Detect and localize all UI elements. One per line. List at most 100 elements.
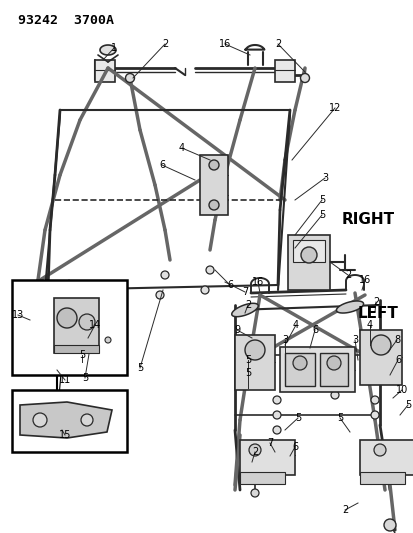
Text: 6: 6 [291, 442, 297, 452]
Text: 14: 14 [89, 320, 101, 330]
Text: 6: 6 [159, 160, 165, 170]
Text: 5: 5 [318, 195, 324, 205]
Text: 5: 5 [404, 400, 410, 410]
Bar [359, 472, 404, 484]
Circle shape [206, 266, 214, 274]
Circle shape [383, 519, 395, 531]
Circle shape [300, 247, 316, 263]
Circle shape [125, 74, 134, 83]
Polygon shape [336, 301, 363, 313]
Text: 2: 2 [344, 270, 350, 280]
Circle shape [370, 396, 378, 404]
Text: 2: 2 [244, 300, 251, 310]
Bar [199, 155, 228, 215]
Polygon shape [231, 303, 258, 317]
Circle shape [373, 444, 385, 456]
Circle shape [292, 356, 306, 370]
Text: 5: 5 [244, 355, 251, 365]
Polygon shape [274, 60, 294, 82]
Text: 8: 8 [393, 335, 399, 345]
Text: RIGHT: RIGHT [341, 213, 394, 228]
Text: LEFT: LEFT [357, 306, 398, 321]
Bar [30, 300, 85, 370]
Text: 15: 15 [59, 430, 71, 440]
Bar [292, 240, 324, 262]
Circle shape [244, 340, 264, 360]
Bar [12, 280, 127, 375]
Bar [240, 472, 284, 484]
Circle shape [330, 391, 338, 399]
Polygon shape [100, 45, 116, 55]
Circle shape [156, 291, 164, 299]
Bar [33, 337, 68, 365]
Bar [54, 298, 99, 353]
Text: 4: 4 [292, 320, 298, 330]
Circle shape [201, 286, 209, 294]
Bar [240, 440, 294, 475]
Text: 12: 12 [328, 103, 340, 113]
Text: 4: 4 [366, 320, 372, 330]
Bar [359, 440, 413, 475]
Text: 2: 2 [161, 39, 168, 49]
Text: 93242  3700A: 93242 3700A [18, 14, 114, 27]
Text: 1: 1 [111, 43, 117, 53]
Bar [359, 330, 401, 385]
Bar [287, 235, 329, 290]
Bar [12, 390, 127, 452]
Text: 11: 11 [59, 375, 71, 385]
Circle shape [79, 314, 95, 330]
Bar [284, 353, 314, 386]
Text: 16: 16 [358, 275, 370, 285]
Text: 5: 5 [336, 413, 342, 423]
Circle shape [272, 426, 280, 434]
Circle shape [209, 160, 218, 170]
Text: 16: 16 [218, 39, 230, 49]
Circle shape [50, 308, 64, 322]
Circle shape [370, 335, 390, 355]
Text: 10: 10 [395, 385, 407, 395]
Circle shape [248, 444, 260, 456]
Text: 5: 5 [79, 350, 85, 360]
Text: 5: 5 [294, 413, 300, 423]
Circle shape [105, 337, 111, 343]
Text: 9: 9 [233, 325, 240, 335]
Polygon shape [95, 60, 115, 82]
Circle shape [370, 411, 378, 419]
Text: 5: 5 [82, 373, 88, 383]
Polygon shape [20, 402, 112, 438]
Circle shape [89, 344, 97, 352]
Text: 6: 6 [226, 280, 233, 290]
Circle shape [81, 414, 93, 426]
Text: 6: 6 [394, 355, 400, 365]
Text: 3: 3 [281, 335, 287, 345]
Circle shape [57, 308, 77, 328]
Text: 3: 3 [321, 173, 327, 183]
Text: 2: 2 [372, 297, 378, 307]
Text: 7: 7 [241, 287, 247, 297]
Circle shape [43, 301, 71, 329]
Bar [319, 353, 347, 386]
Circle shape [272, 396, 280, 404]
Text: 5: 5 [244, 368, 251, 378]
Text: 3: 3 [351, 335, 357, 345]
Circle shape [300, 74, 309, 83]
Text: 13: 13 [12, 310, 24, 320]
Circle shape [272, 411, 280, 419]
Circle shape [250, 489, 259, 497]
Text: 5: 5 [137, 363, 143, 373]
Circle shape [33, 413, 47, 427]
Text: 4: 4 [178, 143, 185, 153]
Text: 2: 2 [251, 447, 257, 457]
Circle shape [209, 200, 218, 210]
Circle shape [161, 271, 169, 279]
Bar [235, 335, 274, 390]
Text: 2: 2 [274, 39, 280, 49]
Circle shape [326, 356, 340, 370]
Text: 2: 2 [341, 505, 347, 515]
Text: 6: 6 [311, 325, 317, 335]
Bar [54, 345, 99, 353]
Text: 5: 5 [318, 210, 324, 220]
Bar [279, 347, 354, 392]
Text: 7: 7 [266, 438, 273, 448]
Text: 16: 16 [251, 277, 263, 287]
